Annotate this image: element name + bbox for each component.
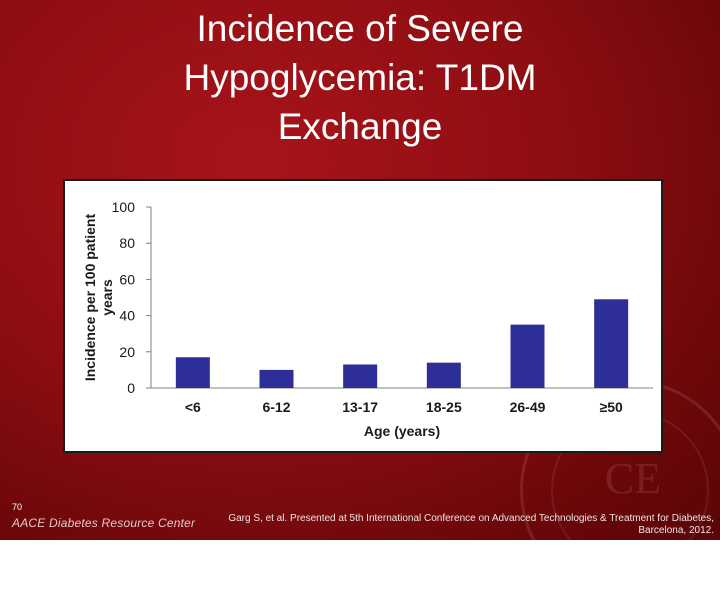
x-axis-title: Age (years) xyxy=(364,423,440,439)
citation: Garg S, et al. Presented at 5th Internat… xyxy=(194,513,714,537)
x-tick-labels: <6 6-12 13-17 18-25 26-49 ≥50 xyxy=(185,399,623,415)
slide-title-line-1: Incidence of Severe xyxy=(196,8,524,49)
slide-title-line-3: Exchange xyxy=(277,106,443,147)
bar xyxy=(426,362,461,388)
bar xyxy=(510,324,545,388)
y-axis-title-line-2: years xyxy=(99,279,115,316)
chart-panel: Incidence per 100 patient years 0 20 40 60 8… xyxy=(63,179,663,453)
y-ticks: 0 20 40 60 80 100 xyxy=(112,199,151,396)
bars xyxy=(175,299,629,388)
page-number: 70 xyxy=(12,502,23,512)
x-tick-label: 18-25 xyxy=(426,399,462,415)
x-tick-label: 13-17 xyxy=(342,399,378,415)
citation-line-1: Garg S, et al. Presented at 5th Internat… xyxy=(228,513,714,524)
slide-title: Incidence of Severe Hypoglycemia: T1DM E… xyxy=(60,4,660,151)
x-tick-label: 26-49 xyxy=(510,399,546,415)
bar-chart: Incidence per 100 patient years 0 20 40 60 8… xyxy=(82,199,653,439)
bar xyxy=(343,364,378,388)
y-axis-title: Incidence per 100 patient years xyxy=(82,214,115,382)
slide-title-line-2: Hypoglycemia: T1DM xyxy=(183,57,537,98)
x-tick-label: 6-12 xyxy=(262,399,290,415)
bar xyxy=(594,299,629,388)
bar xyxy=(175,357,210,388)
y-tick-label: 40 xyxy=(119,308,135,324)
y-tick-label: 0 xyxy=(127,380,135,396)
citation-line-2: Barcelona, 2012. xyxy=(638,525,714,536)
y-tick-label: 80 xyxy=(119,235,135,251)
brand-logo-text: AACE Diabetes Resource Center xyxy=(12,516,196,530)
x-tick-label: <6 xyxy=(185,399,201,415)
watermark-seal-text: CE xyxy=(604,454,662,503)
y-axis-title-line-1: Incidence per 100 patient xyxy=(82,214,98,382)
y-tick-label: 60 xyxy=(119,271,135,287)
x-tick-label: ≥50 xyxy=(600,399,623,415)
bar xyxy=(259,369,294,388)
y-tick-label: 20 xyxy=(119,344,135,360)
y-tick-label: 100 xyxy=(112,199,136,215)
